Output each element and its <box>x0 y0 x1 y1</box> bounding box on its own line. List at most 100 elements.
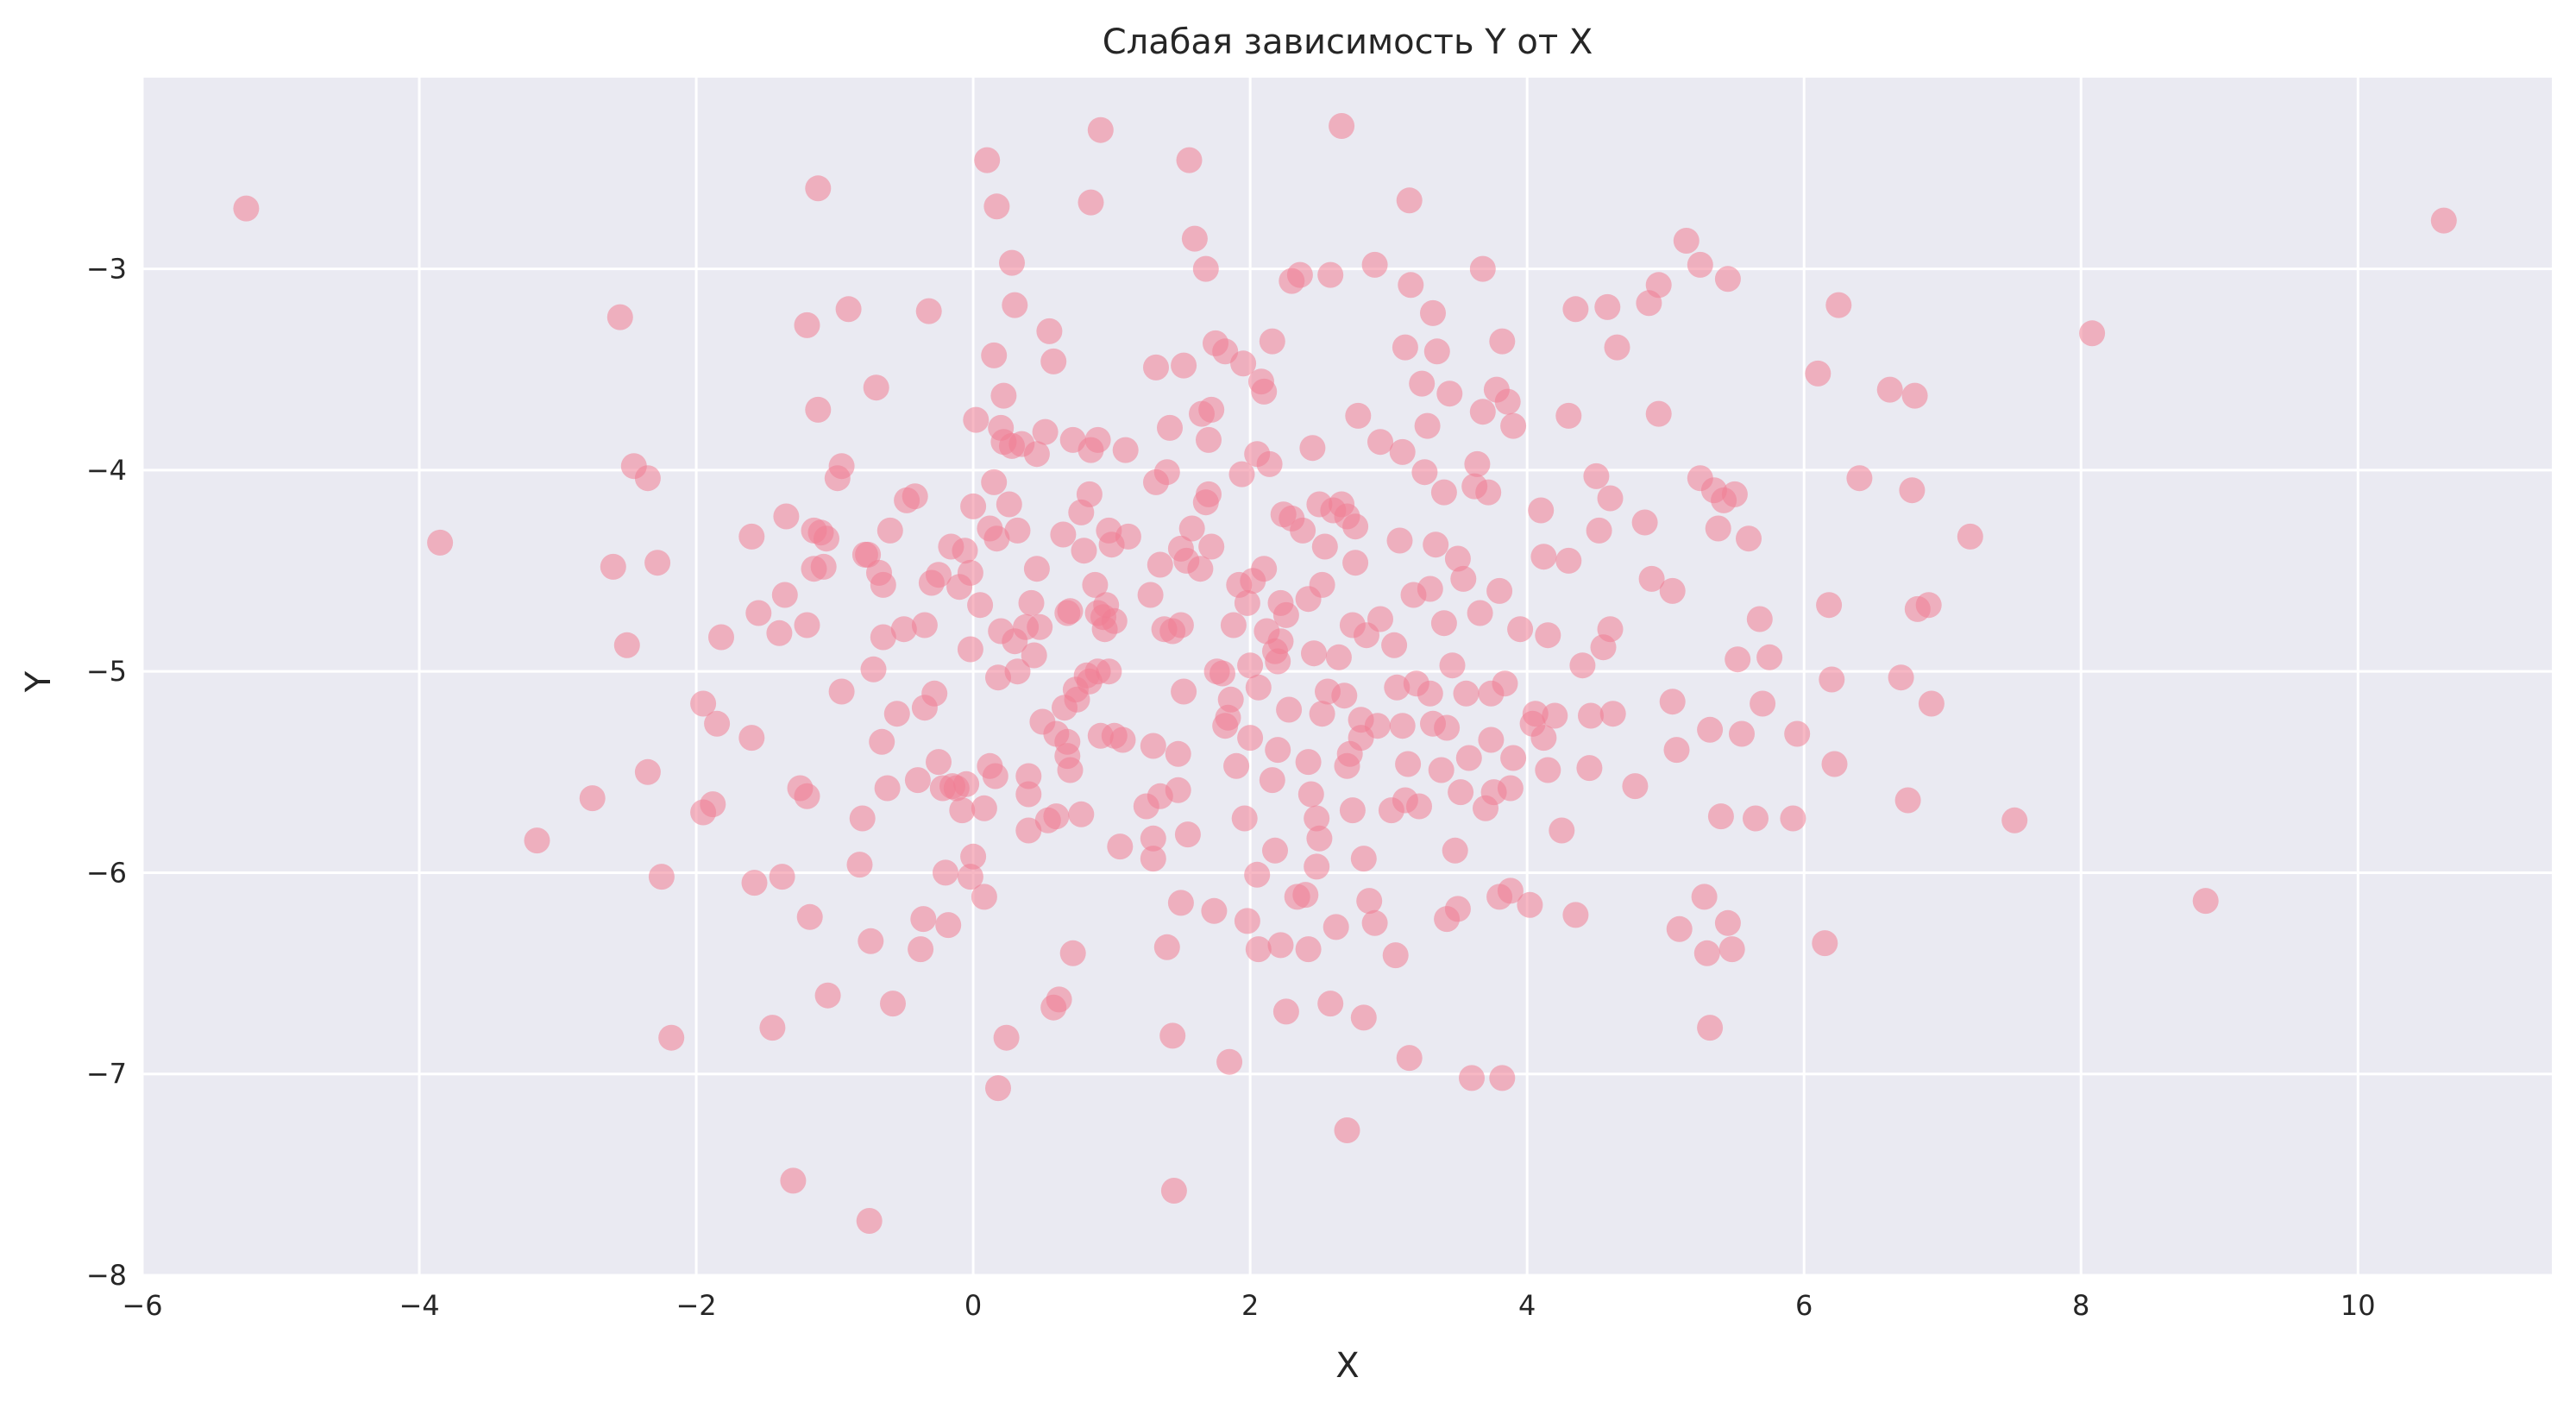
data-point <box>1140 825 1166 852</box>
data-point <box>1165 740 1191 767</box>
data-point <box>1304 853 1330 880</box>
data-point <box>1345 402 1372 429</box>
data-point <box>963 406 990 433</box>
data-point <box>1489 328 1516 355</box>
data-point <box>1756 644 1783 670</box>
data-point <box>1272 998 1299 1025</box>
data-point <box>1342 550 1369 576</box>
data-point <box>1309 571 1335 598</box>
data-point <box>1500 745 1527 771</box>
gridlines <box>141 78 2552 1277</box>
data-point <box>1784 720 1811 747</box>
data-point <box>1428 757 1454 783</box>
data-point <box>1444 545 1471 572</box>
data-point <box>1217 686 1244 713</box>
data-point <box>1638 565 1665 592</box>
data-point <box>1367 429 1393 456</box>
x-axis-label: X <box>1335 1346 1359 1386</box>
data-point <box>1467 600 1493 626</box>
data-point <box>1599 701 1626 727</box>
data-point <box>1015 817 1042 844</box>
data-point <box>1530 544 1557 570</box>
data-point <box>952 538 978 564</box>
data-point <box>690 690 717 717</box>
data-point <box>1071 538 1097 564</box>
data-point <box>911 612 938 638</box>
data-point <box>1459 1065 1485 1091</box>
data-point <box>985 664 1011 691</box>
data-point <box>769 864 795 890</box>
data-point <box>1821 751 1848 777</box>
data-point <box>1497 775 1524 802</box>
data-point <box>1334 1117 1360 1143</box>
data-point <box>1780 805 1806 832</box>
data-point <box>1245 936 1272 963</box>
data-point <box>738 725 765 752</box>
data-point <box>1659 689 1686 715</box>
data-point <box>1036 318 1063 344</box>
data-point <box>1043 803 1070 830</box>
data-point <box>1299 435 1326 462</box>
data-point <box>1444 896 1471 922</box>
data-point <box>1230 350 1257 377</box>
data-point <box>957 636 983 663</box>
data-point <box>1816 592 1843 619</box>
data-point <box>600 553 626 580</box>
data-point <box>1176 147 1203 173</box>
x-tick-label: 0 <box>964 1289 982 1322</box>
data-point <box>1021 642 1047 669</box>
data-point <box>1251 378 1278 405</box>
data-point <box>999 249 1025 276</box>
data-point <box>1027 613 1053 640</box>
data-point <box>890 616 917 643</box>
data-point <box>1448 779 1474 806</box>
data-point <box>869 728 895 755</box>
data-point <box>1631 509 1658 536</box>
data-point <box>1231 805 1258 832</box>
data-point <box>634 465 661 492</box>
data-point <box>1076 481 1103 507</box>
data-point <box>1064 686 1090 713</box>
data-point <box>1367 606 1393 632</box>
data-point <box>810 553 837 580</box>
data-point <box>1718 936 1745 963</box>
data-point <box>1957 523 1983 550</box>
x-tick-label: 2 <box>1241 1289 1259 1322</box>
data-point <box>1430 479 1457 506</box>
data-point <box>1398 272 1424 299</box>
data-point <box>1666 915 1693 942</box>
data-point <box>1096 658 1122 685</box>
data-point <box>874 775 901 802</box>
data-point <box>1295 749 1322 776</box>
data-point <box>773 503 800 530</box>
data-point <box>1057 757 1084 783</box>
data-point <box>1311 533 1338 560</box>
data-point <box>1389 438 1416 465</box>
data-point <box>1576 755 1603 782</box>
data-point <box>634 758 661 785</box>
data-point <box>1743 805 1769 832</box>
data-point <box>974 147 1001 173</box>
data-point <box>1697 716 1724 743</box>
data-point <box>1350 1004 1377 1031</box>
data-point <box>915 298 942 324</box>
data-point <box>876 517 903 544</box>
data-point <box>1196 426 1222 453</box>
data-point <box>1068 801 1095 827</box>
data-point <box>1464 450 1491 477</box>
data-point <box>1486 577 1513 604</box>
data-point <box>863 374 889 401</box>
data-point <box>870 624 896 651</box>
data-point <box>2430 207 2457 234</box>
data-point <box>1423 338 1450 365</box>
y-tick-label: −3 <box>86 253 127 286</box>
data-point <box>1812 930 1838 957</box>
data-point <box>1729 720 1755 747</box>
data-point <box>1663 737 1690 764</box>
data-point <box>1223 752 1250 779</box>
data-point <box>1562 902 1589 928</box>
data-point <box>1673 228 1700 254</box>
data-point <box>1846 465 1873 492</box>
data-point <box>835 296 862 323</box>
data-point <box>1251 556 1278 582</box>
